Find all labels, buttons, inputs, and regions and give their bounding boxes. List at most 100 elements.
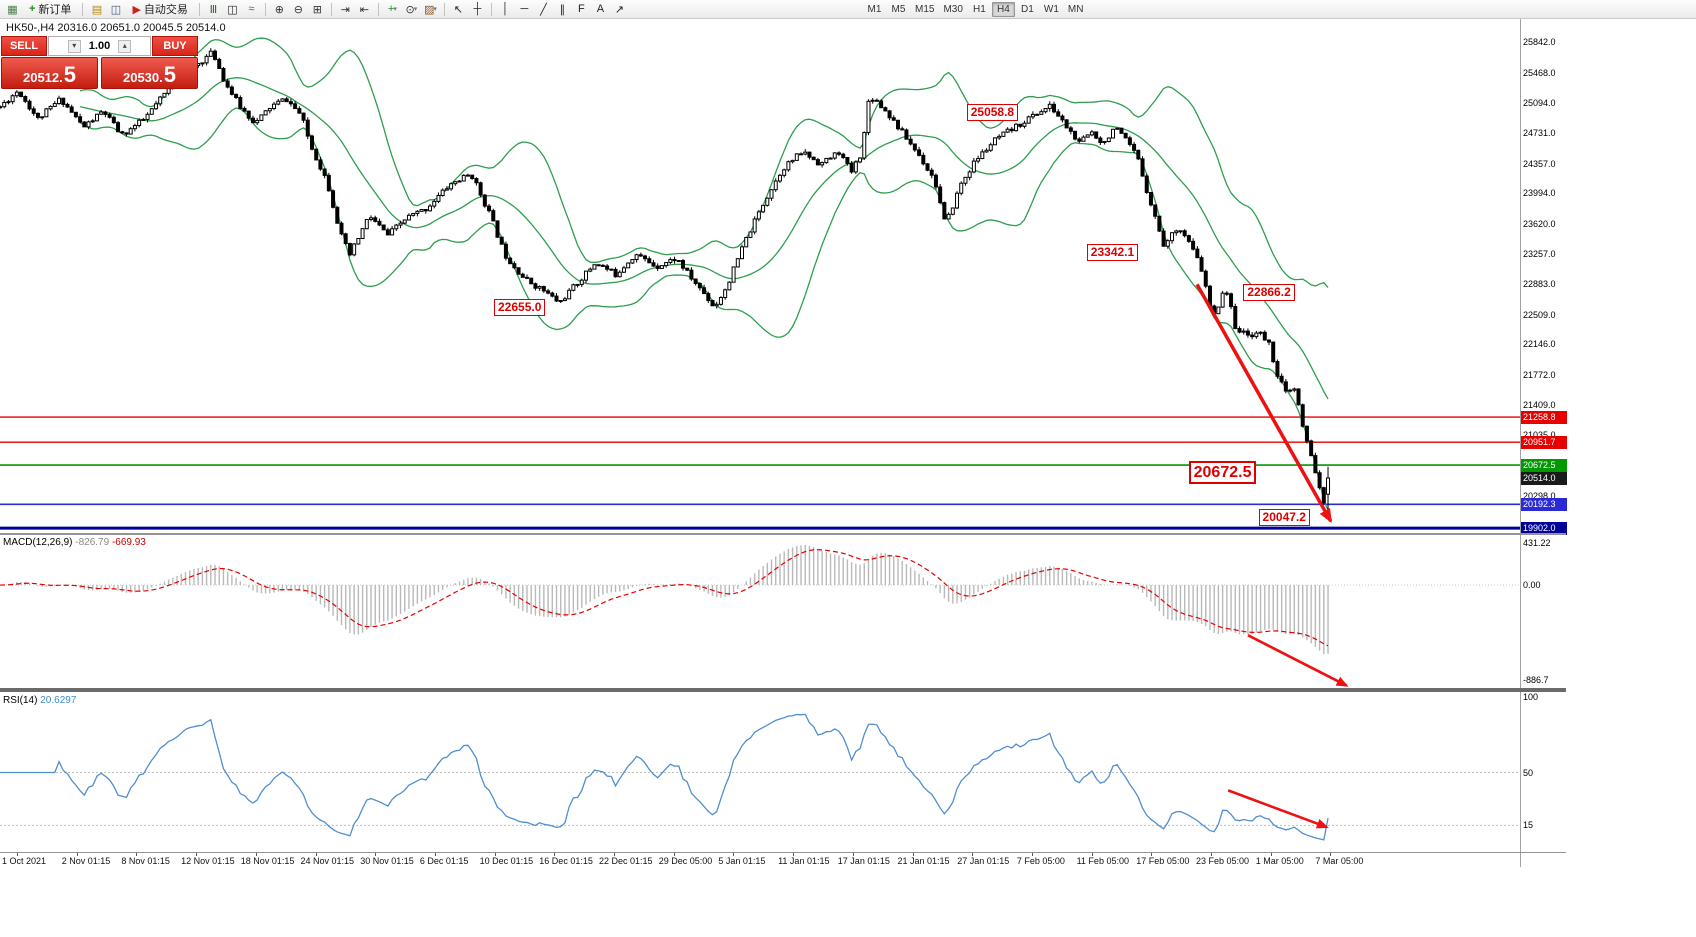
- timeframe-H1[interactable]: H1: [973, 4, 986, 15]
- price-callout[interactable]: 22655.0: [494, 299, 546, 317]
- time-axis-label: 5 Jan 01:15: [718, 856, 766, 866]
- zoom-out-icon[interactable]: ⊖: [293, 3, 304, 16]
- time-axis-label: 2 Nov 01:15: [61, 856, 111, 866]
- timeframe-M5[interactable]: M5: [891, 4, 906, 15]
- channel-icon[interactable]: ∥: [559, 3, 566, 16]
- volume-control: ▾ 1.00 ▴: [48, 36, 151, 56]
- axis-price-label: 21409.0: [1523, 399, 1556, 410]
- cursor-icon[interactable]: ↖: [453, 3, 464, 16]
- autotrading-button[interactable]: ▶ 自动交易: [132, 3, 188, 17]
- timeframe-M1[interactable]: M1: [867, 4, 882, 15]
- new-order-button[interactable]: + 新订单: [29, 3, 72, 16]
- time-axis-tick: [76, 853, 78, 856]
- candlestick-chart-icon[interactable]: ◫: [227, 3, 238, 16]
- chevron-down-icon: ▾: [413, 6, 418, 13]
- periods-icon[interactable]: ⊙ ▾: [405, 3, 418, 16]
- chart-shift-icon[interactable]: ⇤: [359, 3, 370, 16]
- symbol-period-label: HK50-,H4: [6, 22, 55, 34]
- chart-macd-splitter[interactable]: [0, 533, 1566, 535]
- time-axis-label: 21 Jan 01:15: [897, 856, 950, 866]
- fibonacci-icon[interactable]: F: [578, 3, 585, 15]
- time-axis-label: 11 Jan 01:15: [778, 856, 830, 866]
- volume-increase-button[interactable]: ▴: [118, 39, 132, 53]
- time-axis-label: 29 Dec 05:00: [658, 856, 713, 866]
- time-axis-tick: [494, 853, 496, 856]
- indicators-icon[interactable]: + ▾: [387, 3, 397, 15]
- axis-price-label: 23994.0: [1523, 188, 1556, 199]
- axis-price-label: 25468.0: [1523, 67, 1556, 78]
- rsi-panel[interactable]: [0, 692, 1520, 852]
- volume-input[interactable]: 1.00: [88, 40, 111, 52]
- line-chart-icon[interactable]: ≈: [248, 3, 255, 15]
- arrows-tool-icon[interactable]: ↗: [614, 3, 625, 16]
- axis-price-label: 0.00: [1523, 580, 1541, 591]
- price-callout[interactable]: 23342.1: [1086, 243, 1139, 261]
- toolbar-separator: [330, 2, 332, 16]
- axis-price-label: 21772.0: [1523, 370, 1556, 381]
- time-axis-label: 23 Feb 05:00: [1196, 856, 1250, 866]
- sell-button[interactable]: SELL: [1, 36, 47, 56]
- trendline-icon[interactable]: ╱: [540, 3, 547, 16]
- bar-chart-icon[interactable]: Ⅲ: [209, 3, 218, 16]
- time-axis-label: 8 Nov 01:15: [121, 856, 170, 866]
- toolbar-items: ▦ + 新订单 ▤ ◫ ▶ 自动交易 Ⅲ ◫ ≈ ⊕ ⊖ ⊞ ⇥ ⇤ + ▾ ⊙ ▾ ▨ ▾ ↖ ┼ │ ─ ╱ ∥ F A ↗: [3, 0, 629, 18]
- timeframe-H4[interactable]: H4: [991, 2, 1015, 17]
- time-axis-tick: [614, 853, 615, 856]
- time-axis-tick: [434, 853, 436, 856]
- charts-window-icon[interactable]: ◫: [110, 3, 122, 16]
- axis-price-label: 24357.0: [1523, 158, 1556, 169]
- timeframe-MN[interactable]: MN: [1067, 4, 1084, 15]
- axis-price-label: 22146.0: [1523, 339, 1556, 350]
- timeframe-D1[interactable]: D1: [1021, 4, 1034, 15]
- time-axis-label: 27 Jan 01:15: [957, 856, 1010, 866]
- time-axis-label: 1 Oct 2021: [2, 856, 47, 866]
- price-callout[interactable]: 20047.2: [1258, 508, 1310, 526]
- time-axis-label: 10 Dec 01:15: [479, 856, 534, 866]
- price-callout[interactable]: 20672.5: [1188, 461, 1257, 485]
- timeframe-M30[interactable]: M30: [943, 4, 963, 15]
- zoom-in-icon[interactable]: ⊕: [274, 3, 285, 16]
- axis-price-label: 15: [1523, 820, 1534, 831]
- profiles-icon[interactable]: ▤: [91, 3, 103, 16]
- axis-price-label: 23257.0: [1523, 248, 1556, 259]
- axis-price-box: 20672.5: [1521, 458, 1567, 472]
- price-callout[interactable]: 25058.8: [966, 103, 1019, 121]
- timeframe-W1[interactable]: W1: [1043, 4, 1059, 15]
- horizontal-line-icon[interactable]: ─: [520, 3, 529, 15]
- time-axis-label: 6 Dec 01:15: [419, 856, 469, 866]
- macd-panel[interactable]: [0, 535, 1520, 688]
- templates-icon[interactable]: ▨ ▾: [423, 3, 437, 16]
- macd-indicator-label: MACD(12,26,9) -826.79 -669.93: [3, 537, 146, 548]
- time-axis-tick: [972, 853, 974, 856]
- price-callout[interactable]: 22866.2: [1243, 283, 1295, 301]
- axis-price-label: 23620.0: [1523, 218, 1556, 229]
- time-axis-tick: [136, 853, 138, 856]
- price-chart[interactable]: [0, 19, 1520, 533]
- time-axis-label: 7 Mar 05:00: [1315, 856, 1364, 866]
- macd-rsi-splitter[interactable]: [0, 688, 1566, 692]
- volume-decrease-button[interactable]: ▾: [67, 39, 81, 53]
- rsi-indicator-label: RSI(14) 20.6297: [3, 695, 77, 706]
- auto-scroll-icon[interactable]: ⇥: [340, 3, 351, 16]
- autotrading-icon: ▶: [132, 3, 141, 16]
- tile-windows-icon[interactable]: ⊞: [312, 3, 323, 16]
- buy-button[interactable]: BUY: [152, 36, 198, 56]
- sell-price: 20512.: [22, 70, 63, 85]
- text-label-icon[interactable]: A: [596, 3, 605, 15]
- time-axis-tick: [196, 853, 198, 856]
- vertical-line-icon[interactable]: │: [501, 3, 509, 15]
- axis-price-box: 21258.8: [1521, 410, 1567, 424]
- buy-price-big-digit: 5: [163, 62, 176, 88]
- time-axis-tick: [1270, 853, 1272, 856]
- buy-price-button[interactable]: 20530. 5: [101, 57, 198, 89]
- new-chart-icon[interactable]: ▦: [7, 3, 18, 16]
- axis-price-label: 21035.0: [1523, 430, 1556, 440]
- time-axis[interactable]: 1 Oct 2021 2 Nov 01:15 8 Nov 01:15 12 Nov 0…: [0, 853, 1520, 867]
- time-axis-label: 24 Nov 01:15: [300, 856, 355, 866]
- time-axis-tick: [912, 853, 914, 856]
- toolbar-separator: [198, 2, 200, 16]
- timeframe-M15[interactable]: M15: [915, 4, 935, 15]
- axis-price-label: 25842.0: [1523, 36, 1556, 47]
- crosshair-icon[interactable]: ┼: [473, 3, 482, 15]
- sell-price-button[interactable]: 20512. 5: [1, 57, 98, 89]
